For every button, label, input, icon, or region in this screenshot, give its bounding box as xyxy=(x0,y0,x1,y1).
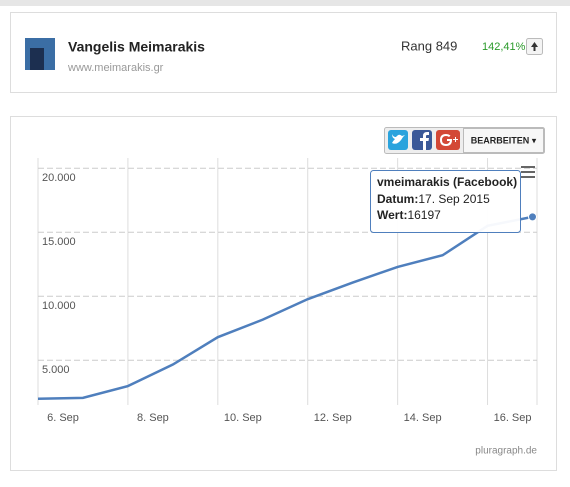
profile-card xyxy=(10,12,557,93)
profile-url[interactable]: www.meimarakis.gr xyxy=(67,62,164,74)
x-tick-label: 16. Sep xyxy=(494,412,532,424)
tooltip-value: 17. Sep 2015 xyxy=(418,192,490,206)
tooltip-value: 16197 xyxy=(407,208,441,222)
edit-button[interactable] xyxy=(463,128,544,153)
tooltip xyxy=(370,170,521,233)
menu-icon xyxy=(521,166,535,168)
x-tick-label: 12. Sep xyxy=(314,412,352,424)
y-tick-label: 5.000 xyxy=(42,364,70,376)
menu-icon xyxy=(521,176,535,178)
x-tick-label: 10. Sep xyxy=(224,412,262,424)
x-tick-label: 8. Sep xyxy=(137,412,169,424)
tooltip-row: Datum:17. Sep 2015 xyxy=(377,192,490,206)
y-tick-label: 20.000 xyxy=(42,172,76,184)
y-tick-label: 15.000 xyxy=(42,236,76,248)
facebook-icon xyxy=(420,132,429,150)
series-line xyxy=(37,215,533,400)
x-tick-label: 14. Sep xyxy=(404,412,442,424)
tooltip-title: vmeimarakis (Facebook) xyxy=(377,175,517,189)
menu-icon xyxy=(521,171,535,173)
top-strip xyxy=(0,0,570,6)
source[interactable]: pluragraph.de xyxy=(475,446,537,457)
avatar-figure xyxy=(30,48,44,70)
edit-label: BEARBEITEN ▾ xyxy=(471,135,537,145)
rank: Rang 849 xyxy=(401,38,457,53)
change: 142,41% xyxy=(482,41,526,53)
tooltip-row: Wert:16197 xyxy=(377,208,441,222)
profile-name[interactable]: Vangelis Meimarakis xyxy=(68,39,205,55)
y-tick-label: 10.000 xyxy=(42,300,76,312)
tooltip-label: Wert: xyxy=(377,208,407,222)
twitter-icon xyxy=(392,134,405,144)
up-arrow xyxy=(531,42,538,51)
gplus-icon xyxy=(440,134,458,146)
x-tick-label: 6. Sep xyxy=(47,412,79,424)
tooltip-label: Datum: xyxy=(377,192,418,206)
highlight-point xyxy=(528,212,538,222)
chart-card xyxy=(10,116,557,471)
